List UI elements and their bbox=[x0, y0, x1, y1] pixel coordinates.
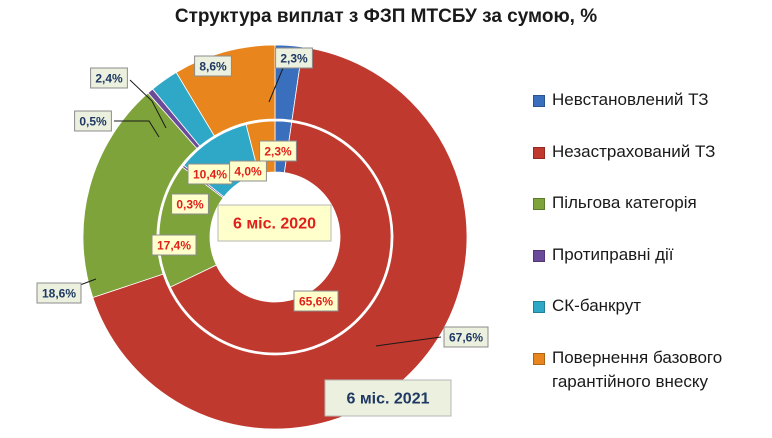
outer-data-label-0-text: 2,3% bbox=[280, 52, 308, 66]
legend-swatch bbox=[533, 249, 545, 262]
outer-data-label-5: 8,6% bbox=[194, 55, 232, 77]
inner-data-label-0-text: 2,3% bbox=[264, 145, 292, 159]
leader-lines bbox=[79, 67, 442, 347]
legend-label: Незастрахований ТЗ bbox=[552, 141, 716, 161]
outer-slice-1 bbox=[92, 46, 468, 430]
legend-item-3: Протиправні дії bbox=[533, 243, 768, 295]
legend-item-5: Повернення базового гарантійного внеску bbox=[533, 346, 768, 398]
ring-label-outer: 6 міс. 2021 bbox=[324, 379, 452, 417]
leader-line-2 bbox=[79, 278, 97, 286]
legend-label: СК-банкрут bbox=[552, 296, 642, 315]
leader-line-4 bbox=[129, 79, 167, 129]
legend: Невстановлений ТЗ Незастрахований ТЗ Пільг… bbox=[533, 88, 768, 397]
ring-labels: 6 міс. 2020 6 міс. 2021 bbox=[217, 204, 452, 417]
ring-label-outer-text: 6 міс. 2021 bbox=[346, 391, 429, 408]
leader-line-3 bbox=[114, 120, 160, 138]
legend-label: Невстановлений ТЗ bbox=[552, 90, 709, 109]
inner-data-label-2-box bbox=[151, 234, 197, 256]
legend-swatch bbox=[533, 95, 545, 107]
legend-item-2: Пільгова категорія bbox=[533, 191, 768, 243]
legend-item-0: Невстановлений ТЗ bbox=[533, 88, 768, 140]
outer-data-label-2-box bbox=[36, 282, 82, 304]
outer-data-label-4: 2,4% bbox=[90, 67, 128, 89]
legend-swatch bbox=[533, 301, 545, 313]
outer-data-label-1-box bbox=[443, 326, 489, 348]
inner-data-label-1-box bbox=[293, 290, 339, 312]
inner-data-label-5: 4,0% bbox=[229, 160, 267, 182]
outer-data-label-2: 18,6% bbox=[36, 282, 82, 304]
legend-item-4: СК-банкрут bbox=[533, 294, 768, 346]
legend-label: Протиправні дії bbox=[552, 244, 674, 264]
ring-label-inner-box bbox=[217, 204, 332, 242]
inner-data-label-3: 0,3% bbox=[171, 193, 209, 215]
ring-label-outer-box bbox=[324, 379, 452, 417]
outer-data-label-5-box bbox=[194, 55, 232, 77]
inner-data-label-0-box bbox=[259, 140, 297, 162]
inner-data-label-5-text: 4,0% bbox=[234, 165, 262, 179]
outer-data-label-1: 67,6% bbox=[443, 326, 489, 348]
inner-data-label-3-box bbox=[171, 193, 209, 215]
inner-data-label-4-text: 10,4% bbox=[193, 168, 227, 182]
legend-label: Пільгова категорія bbox=[552, 193, 697, 212]
inner-data-label-2-text: 17,4% bbox=[157, 239, 191, 253]
chart-title: Структура виплат з ФЗП МТСБУ за сумою, % bbox=[174, 6, 598, 27]
legend-item-1: Незастрахований ТЗ bbox=[533, 140, 768, 192]
outer-data-label-0: 2,3% bbox=[275, 47, 313, 69]
leader-line-1 bbox=[375, 336, 442, 347]
legend-label: Повернення базового гарантійного внеску bbox=[552, 347, 723, 391]
outer-data-label-3-box bbox=[74, 110, 112, 132]
outer-data-label-4-text: 2,4% bbox=[95, 72, 123, 86]
legend-swatch bbox=[533, 146, 545, 159]
outer-data-label-2-text: 18,6% bbox=[42, 287, 76, 301]
outer-data-label-5-text: 8,6% bbox=[199, 60, 227, 74]
data-labels: 2,3% 67,6% 18,6% 0,5% 2,4% 8,6% 2,3% 65,6% 17,4%… bbox=[36, 47, 489, 348]
inner-data-label-2: 17,4% bbox=[151, 234, 197, 256]
ring-label-inner: 6 міс. 2020 bbox=[217, 204, 332, 242]
inner-data-label-0: 2,3% bbox=[259, 140, 297, 162]
inner-data-label-4: 10,4% bbox=[187, 163, 233, 185]
inner-data-label-1: 65,6% bbox=[293, 290, 339, 312]
outer-data-label-4-box bbox=[90, 67, 128, 89]
outer-data-label-0-box bbox=[275, 47, 313, 69]
legend-swatch bbox=[533, 198, 545, 210]
leader-line-0 bbox=[268, 67, 284, 103]
inner-data-label-3-text: 0,3% bbox=[176, 198, 204, 212]
inner-data-label-5-box bbox=[229, 160, 267, 182]
outer-data-label-3-text: 0,5% bbox=[79, 115, 107, 129]
ring-label-inner-text: 6 міс. 2020 bbox=[233, 216, 316, 233]
outer-data-label-1-text: 67,6% bbox=[449, 331, 483, 345]
inner-data-label-1-text: 65,6% bbox=[299, 295, 333, 309]
outer-data-label-3: 0,5% bbox=[74, 110, 112, 132]
legend-swatch bbox=[533, 352, 545, 365]
